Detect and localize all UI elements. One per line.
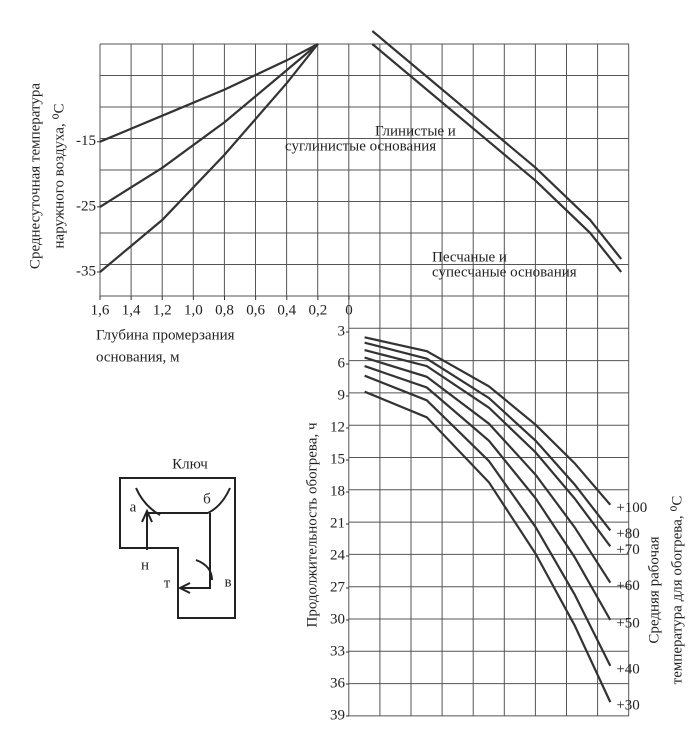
key-path <box>182 513 211 589</box>
key-label: б <box>203 491 211 507</box>
y-tick-label: -15 <box>76 133 96 149</box>
key-title: Ключ <box>172 456 208 472</box>
curve <box>364 374 612 667</box>
x-tick-label: 1,2 <box>153 302 172 318</box>
y-tick-label: 18 <box>330 483 345 499</box>
x-tick-label: 0,4 <box>277 302 296 318</box>
y-tick-label: 15 <box>330 451 345 467</box>
key-arrow <box>141 508 153 523</box>
y-tick-label: 12 <box>330 419 345 435</box>
curve-label: +50 <box>616 615 639 631</box>
curve <box>364 341 612 532</box>
curve <box>99 43 319 208</box>
key-diagram <box>119 477 236 619</box>
y-tick-label: 30 <box>330 611 345 627</box>
y-tick-label: 24 <box>330 547 346 563</box>
y-tick-label: 39 <box>330 707 345 723</box>
curve-label: +60 <box>616 578 639 594</box>
curve-label: +80 <box>616 526 639 542</box>
curve <box>364 336 612 506</box>
y2-axis-title: температура для обогрева, ⁰C <box>669 496 685 685</box>
y-tick-label: 6 <box>338 355 346 371</box>
x-axis-title: основания, м <box>96 349 180 365</box>
x-axis-title: Глубина промерзания <box>96 327 235 343</box>
y-axis-title: Среднесуточная температура <box>27 83 43 269</box>
curve <box>99 43 319 143</box>
curve <box>364 356 612 584</box>
curve-label: +70 <box>616 542 639 558</box>
y-tick-label: 9 <box>338 387 346 403</box>
x-tick-label: 1,0 <box>184 302 203 318</box>
curve-label: +100 <box>616 500 647 516</box>
key-label: а <box>130 499 137 515</box>
y-tick-label: 21 <box>330 515 345 531</box>
annotation: Песчаные и <box>432 249 507 265</box>
key-curve <box>207 487 231 514</box>
x-tick-label: 0,8 <box>215 302 234 318</box>
y-tick-label: -35 <box>76 263 96 279</box>
x-tick-label: 1,4 <box>122 302 141 318</box>
annotation: суглинистые основания <box>285 138 436 154</box>
key-label: н <box>141 557 149 573</box>
y-axis-title: Продолжительность обогрева, ч <box>304 422 320 627</box>
grid <box>99 43 630 717</box>
key-arrow <box>177 582 191 594</box>
key-label: в <box>224 574 231 590</box>
y-tick-label: 27 <box>330 579 346 595</box>
x-tick-label: 1,6 <box>91 302 110 318</box>
curve <box>364 390 612 703</box>
key-curve <box>195 559 213 581</box>
key-frame <box>119 477 236 619</box>
curve <box>364 349 612 548</box>
key-curve <box>135 487 161 516</box>
y2-axis-title: Средняя рабочая <box>646 536 662 643</box>
curve <box>364 365 612 621</box>
curve-label: +30 <box>616 698 639 714</box>
x-tick-label: 0 <box>345 302 353 318</box>
curve-label: +40 <box>616 661 639 677</box>
x-tick-label: 0,2 <box>309 302 328 318</box>
y-tick-label: 33 <box>330 643 345 659</box>
x-tick-label: 0,6 <box>246 302 265 318</box>
curve <box>99 43 319 273</box>
annotation: супесчаные основания <box>432 264 577 280</box>
curve <box>371 30 623 260</box>
y-tick-label: -25 <box>76 198 96 214</box>
key-path <box>146 512 208 550</box>
y-tick-label: 3 <box>338 323 346 339</box>
curve <box>371 43 623 273</box>
annotation: Глинистые и <box>375 123 456 139</box>
key-label: т <box>164 575 171 591</box>
y-tick-label: 36 <box>330 675 346 691</box>
y-axis-title: наружного воздуха, ⁰C <box>51 104 67 249</box>
